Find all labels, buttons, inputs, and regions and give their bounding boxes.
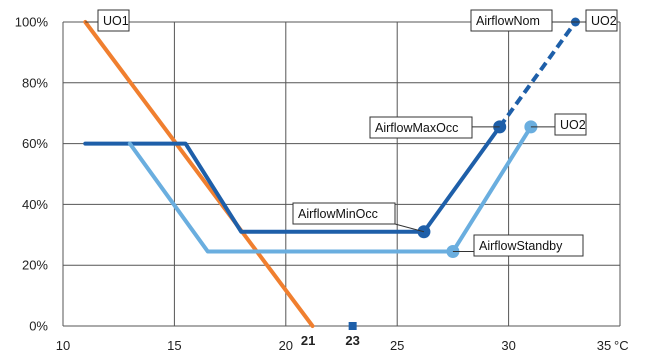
- grid: [62, 21, 621, 327]
- annotation-box: [369, 116, 473, 139]
- y-tick-label: 100%: [15, 15, 49, 30]
- series-lines: [83, 20, 578, 328]
- annotation-label: AirflowStandby: [479, 239, 563, 253]
- annotation-box: [470, 9, 553, 32]
- x-tick-label: 30: [501, 338, 515, 353]
- x-marked-tick-label: 23: [345, 333, 359, 348]
- annotation-box: [473, 234, 584, 257]
- annotation-box: [97, 9, 130, 32]
- x-tick-label: 15: [167, 338, 181, 353]
- annotation-leader: [394, 223, 425, 233]
- annotation-box: [554, 113, 587, 136]
- y-tick-label: 80%: [22, 75, 48, 90]
- annotations: UO1 AirflowNom UO2 AirflowMaxOcc UO2 AirflowM…: [85, 9, 618, 257]
- annotation-box: [585, 9, 618, 32]
- x-unit-label: °C: [614, 338, 629, 353]
- series-line-3: [498, 20, 578, 129]
- series-line-2: [83, 124, 502, 234]
- annotation-label: UO2: [560, 118, 586, 132]
- annotation-label: UO2: [591, 14, 617, 28]
- series-line-4: [127, 124, 533, 254]
- annotation-label: AirflowMinOcc: [298, 207, 378, 221]
- y-tick-label: 20%: [22, 258, 48, 273]
- tick-labels: 10 15 20 25 30 35 °C 0% 20% 40% 60% 80% 100% 21 23: [15, 15, 629, 354]
- x-tick-label: 25: [390, 338, 404, 353]
- annotation-label: AirflowNom: [476, 14, 540, 28]
- x-tick-label: 20: [279, 338, 293, 353]
- y-tick-label: 0%: [29, 319, 48, 334]
- square-marker: [348, 322, 357, 330]
- annotation-label: AirflowMaxOcc: [375, 121, 458, 135]
- x-tick-label: 10: [56, 338, 70, 353]
- y-tick-label: 40%: [22, 197, 48, 212]
- y-tick-label: 60%: [22, 136, 48, 151]
- annotation-box: [292, 202, 396, 225]
- x-tick-label: 35: [597, 338, 611, 353]
- x-marked-tick-label: 21: [301, 333, 315, 348]
- series-line-1: [83, 20, 315, 328]
- annotation-label: UO1: [103, 14, 129, 28]
